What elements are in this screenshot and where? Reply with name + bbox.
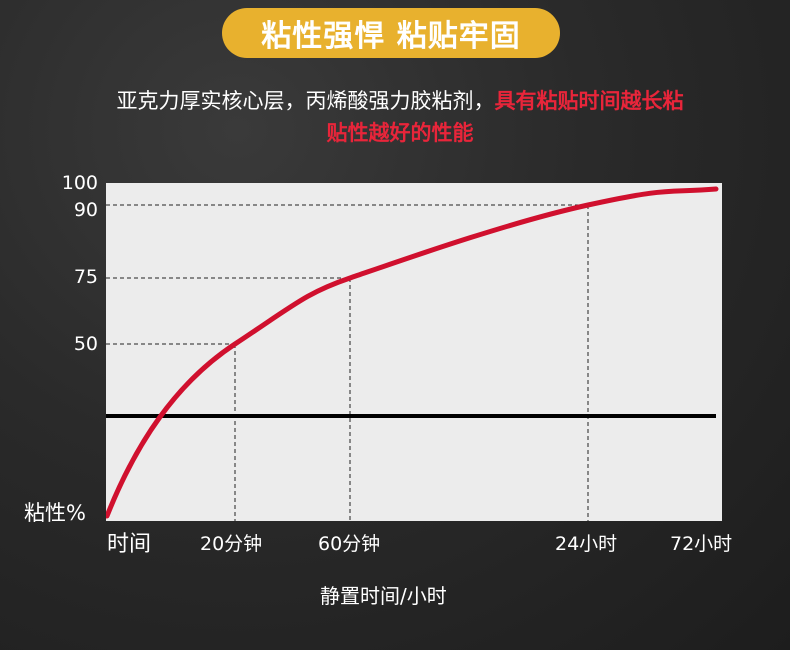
y-tick-90: 90 [73, 199, 98, 221]
guide-lines [106, 204, 589, 521]
description-plain: 亚克力厚实核心层，丙烯酸强力胶粘剂， [116, 89, 495, 113]
x-tick-72h: 72小时 [670, 533, 733, 555]
x-axis-label: 静置时间/小时 [320, 584, 447, 608]
chart-svg [106, 186, 719, 521]
y-tick-100: 100 [61, 172, 98, 194]
title-banner: 粘性强悍 粘贴牢固 [222, 8, 560, 58]
y-axis-label: 粘性% [24, 501, 86, 525]
adhesion-curve [106, 186, 719, 519]
description-highlight-2: 贴性越好的性能 [326, 121, 474, 145]
x-tick-60min: 60分钟 [318, 533, 381, 555]
x-tick-20min: 20分钟 [200, 533, 263, 555]
description-highlight-1: 具有粘贴时间越长粘 [494, 89, 684, 113]
x-origin-label: 时间 [107, 532, 152, 557]
y-tick-50: 50 [73, 333, 98, 355]
description-line-2: 贴性越好的性能 [60, 118, 740, 148]
banner-title: 粘性强悍 粘贴牢固 [261, 19, 521, 54]
x-tick-24h: 24小时 [555, 533, 618, 555]
y-tick-75: 75 [73, 266, 98, 288]
description-line-1: 亚克力厚实核心层，丙烯酸强力胶粘剂，具有粘贴时间越长粘 [60, 86, 740, 116]
plot-area [106, 183, 722, 521]
